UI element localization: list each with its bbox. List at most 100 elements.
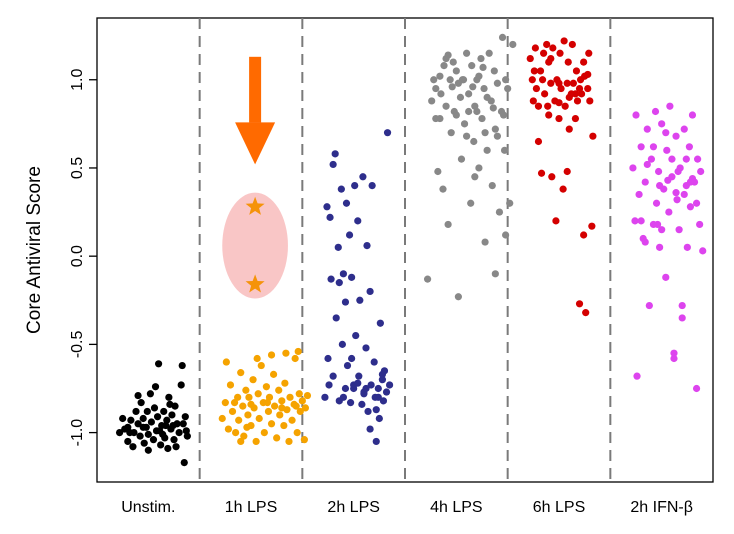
data-point bbox=[477, 54, 485, 63]
data-point bbox=[436, 114, 444, 123]
data-point bbox=[506, 199, 514, 207]
data-point bbox=[439, 185, 447, 193]
data-point bbox=[662, 273, 670, 281]
data-point bbox=[528, 76, 536, 84]
data-point bbox=[252, 437, 260, 446]
data-point bbox=[245, 393, 253, 401]
data-point bbox=[478, 114, 486, 123]
data-point bbox=[157, 441, 165, 449]
data-point bbox=[254, 390, 262, 398]
series-4 bbox=[526, 37, 597, 317]
data-point bbox=[481, 129, 489, 137]
data-point bbox=[547, 54, 555, 63]
data-point bbox=[629, 164, 637, 172]
data-point bbox=[273, 434, 281, 442]
data-point bbox=[224, 425, 233, 433]
series-2 bbox=[321, 129, 394, 446]
data-point bbox=[136, 432, 144, 440]
data-point bbox=[688, 111, 697, 119]
data-point bbox=[334, 243, 342, 251]
data-point bbox=[483, 146, 491, 154]
data-point bbox=[571, 90, 580, 98]
data-point bbox=[586, 97, 594, 105]
data-point bbox=[442, 102, 450, 110]
data-point bbox=[180, 458, 188, 467]
data-point bbox=[149, 436, 158, 444]
data-point bbox=[468, 62, 476, 70]
data-point bbox=[498, 33, 507, 42]
data-point bbox=[465, 90, 473, 98]
data-point bbox=[692, 384, 701, 393]
data-point bbox=[483, 93, 491, 101]
y-axis: -1.0 -0.5 0.0 0.5 1.0 bbox=[69, 69, 97, 446]
data-point bbox=[378, 376, 387, 384]
data-point bbox=[267, 351, 276, 359]
data-point bbox=[473, 107, 481, 116]
data-point bbox=[298, 397, 306, 405]
data-point bbox=[444, 220, 452, 229]
arrow-head bbox=[235, 122, 276, 165]
data-point bbox=[568, 40, 576, 49]
data-point bbox=[335, 279, 343, 287]
data-point bbox=[495, 208, 504, 216]
data-point bbox=[658, 120, 666, 128]
data-point bbox=[372, 406, 380, 414]
data-point bbox=[267, 420, 276, 428]
data-point bbox=[366, 287, 374, 296]
series-0 bbox=[115, 360, 191, 467]
data-point bbox=[440, 62, 448, 70]
data-point bbox=[479, 63, 487, 71]
y-axis-label: Core Antiviral Score bbox=[24, 166, 45, 334]
data-point bbox=[168, 411, 176, 419]
data-point bbox=[249, 376, 257, 384]
data-point bbox=[232, 429, 240, 437]
data-point bbox=[696, 220, 704, 229]
data-point bbox=[288, 416, 296, 424]
x-tick-label: 1h LPS bbox=[225, 499, 277, 516]
data-point bbox=[374, 393, 382, 401]
series-1 bbox=[218, 347, 312, 446]
data-point bbox=[585, 49, 593, 57]
data-point bbox=[564, 58, 572, 66]
data-point bbox=[356, 296, 364, 304]
data-point bbox=[358, 400, 366, 408]
data-point bbox=[678, 314, 686, 322]
data-point bbox=[537, 169, 546, 177]
data-point bbox=[139, 423, 147, 431]
data-point bbox=[291, 354, 299, 363]
data-point bbox=[126, 429, 134, 437]
data-point bbox=[452, 111, 460, 119]
data-point bbox=[278, 404, 286, 412]
data-point bbox=[237, 369, 245, 377]
data-point bbox=[475, 72, 483, 80]
data-point bbox=[375, 414, 383, 423]
data-point bbox=[502, 76, 510, 84]
data-point bbox=[363, 241, 371, 250]
data-point bbox=[362, 344, 370, 352]
data-point bbox=[386, 381, 394, 389]
arrow-shaft bbox=[249, 56, 262, 123]
data-point bbox=[651, 107, 660, 116]
x-tick-label: 4h LPS bbox=[430, 499, 482, 516]
data-point bbox=[555, 99, 563, 107]
data-point bbox=[561, 102, 569, 110]
data-point bbox=[255, 414, 263, 423]
data-point bbox=[151, 383, 160, 391]
data-point bbox=[559, 185, 567, 193]
data-point bbox=[668, 155, 676, 163]
data-point bbox=[331, 150, 339, 158]
data-point bbox=[327, 275, 335, 283]
data-point bbox=[300, 436, 308, 444]
data-point bbox=[341, 298, 350, 306]
data-point bbox=[541, 90, 549, 98]
data-point bbox=[342, 199, 351, 207]
data-point bbox=[670, 354, 678, 363]
data-point bbox=[446, 76, 454, 84]
data-point bbox=[499, 111, 508, 119]
data-point bbox=[218, 414, 226, 423]
data-points bbox=[115, 33, 707, 467]
data-point bbox=[140, 439, 148, 447]
data-point bbox=[134, 391, 142, 400]
data-point bbox=[502, 231, 510, 239]
data-point bbox=[247, 400, 255, 408]
